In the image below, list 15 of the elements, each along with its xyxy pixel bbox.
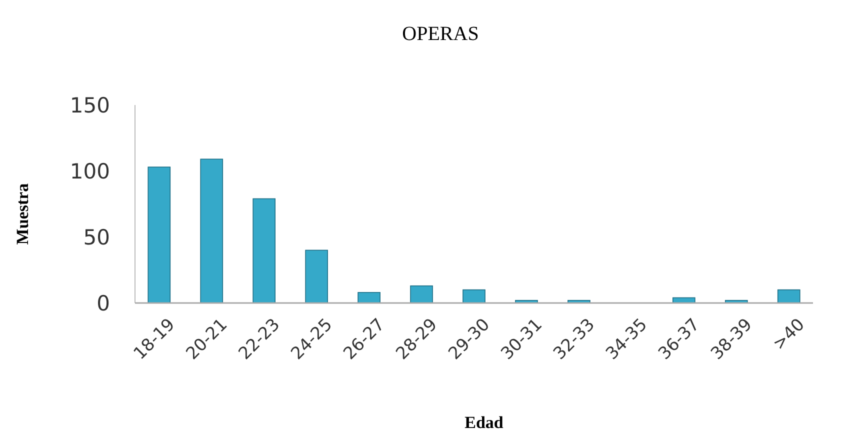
bar	[200, 158, 224, 304]
y-tick-label: 50	[83, 225, 110, 250]
x-axis-title: Edad	[464, 413, 504, 432]
bar	[305, 250, 328, 304]
bar	[358, 292, 380, 304]
bar	[410, 285, 433, 304]
y-axis-title: Muestra	[13, 182, 32, 245]
chart-title: OPERAS	[402, 23, 479, 45]
y-tick-label: 150	[70, 93, 110, 118]
bar	[148, 166, 171, 304]
y-tick-label: 100	[70, 159, 110, 184]
bar	[777, 289, 800, 304]
bar	[252, 198, 276, 304]
y-tick-label: 0	[96, 291, 110, 316]
bar	[462, 289, 486, 304]
